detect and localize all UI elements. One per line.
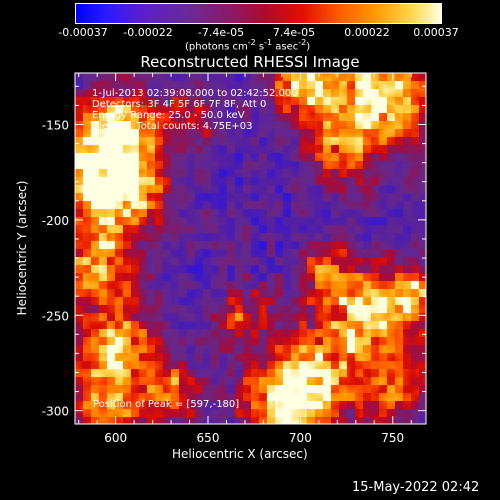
x-tick-label: 750 <box>381 431 404 445</box>
heatmap-image <box>75 73 426 424</box>
colorbar-tick-label: 0.00037 <box>413 26 459 39</box>
colorbar-tick-label: 0.00022 <box>344 26 390 39</box>
plot-frame <box>74 72 427 425</box>
units-mid2: asec <box>272 41 299 53</box>
colorbar-tick-label: -7.4e-05 <box>197 26 245 39</box>
y-tick-label: -150 <box>42 119 69 133</box>
plot-area <box>75 73 426 424</box>
chart-title: Reconstructed RHESSI Image <box>140 53 360 71</box>
info-time-range: 1-Jul-2013 02:39:08.000 to 02:42:52.000 <box>92 88 298 99</box>
x-tick-label: 600 <box>104 431 127 445</box>
colorbar-units: (photons cm-2 s-1 asec-2) <box>185 38 310 52</box>
colorbar <box>75 3 442 24</box>
units-suffix: ) <box>306 41 311 53</box>
units-mid1: s <box>255 41 265 53</box>
x-tick-label: 700 <box>289 431 312 445</box>
y-axis-label: Heliocentric Y (arcsec) <box>15 180 29 316</box>
footer-date: 15-May-2022 02:42 <box>352 480 480 495</box>
x-tick-label: 650 <box>197 431 220 445</box>
units-exp1: -2 <box>247 38 256 47</box>
units-exp2: -1 <box>264 38 273 47</box>
info-clean-counts: Clean Total counts: 4.75E+03 <box>92 121 253 132</box>
info-energy-range: Energy Range: 25.0 - 50.0 keV <box>92 110 245 121</box>
y-tick-label: -300 <box>42 405 69 419</box>
colorbar-tick-label: -0.00037 <box>58 26 108 39</box>
x-axis-label: Heliocentric X (arcsec) <box>172 447 308 461</box>
y-tick-label: -200 <box>42 214 69 228</box>
y-tick-label: -250 <box>42 309 69 323</box>
colorbar-tick-label: 7.4e-05 <box>272 26 316 39</box>
colorbar-tick-label: -0.00022 <box>123 26 173 39</box>
info-peak-position: Position of Peak = [597,-180] <box>93 399 240 410</box>
info-detectors: Detectors: 3F 4F 5F 6F 7F 8F, Att 0 <box>92 99 267 110</box>
units-prefix: (photons cm <box>185 41 248 53</box>
units-exp3: -2 <box>298 38 307 47</box>
